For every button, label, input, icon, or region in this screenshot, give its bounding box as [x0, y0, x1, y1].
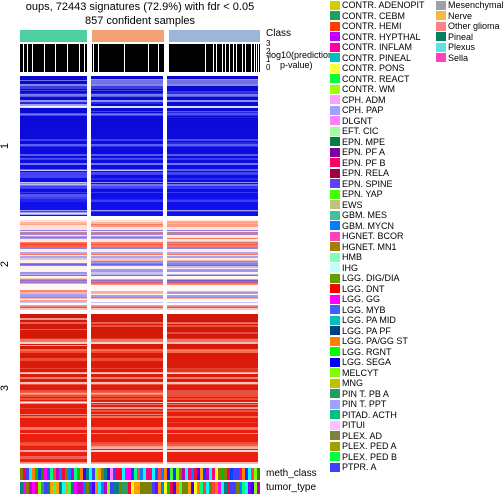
tumor-label: tumor_type — [266, 482, 316, 493]
meth-class-bar — [20, 468, 260, 480]
class-legend-title: Class — [266, 28, 291, 39]
title-line2: 857 confident samples — [0, 14, 280, 28]
pvalue-label1: -log10(prediction — [266, 50, 333, 60]
pvalue-label2: p-value) — [280, 60, 313, 70]
tumor-type-bar — [20, 482, 260, 494]
row-label-1: 1 — [0, 143, 11, 149]
class-annotation-bar — [20, 30, 260, 42]
row-label-3: 3 — [0, 385, 11, 391]
pvalue-bar — [20, 44, 260, 72]
legend-tumor-type: MesenchymalNerveOther gliomaPinealPlexus… — [436, 0, 504, 63]
meth-label: meth_class — [266, 468, 317, 479]
legend-meth-class: CONTR. ADENOPITCONTR. CEBMCONTR. HEMICON… — [330, 0, 440, 473]
row-label-2: 2 — [0, 261, 11, 267]
title-line1: oups, 72443 signatures (72.9%) with fdr … — [0, 0, 280, 14]
